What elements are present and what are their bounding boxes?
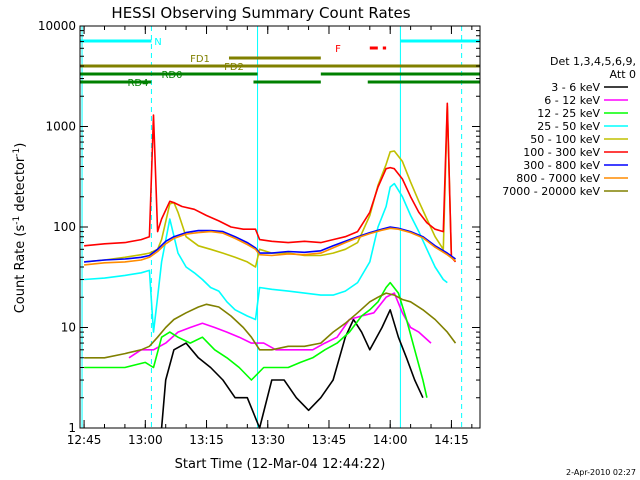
series-line-2 xyxy=(84,281,428,398)
legend-title-line-2: Att 0 xyxy=(610,68,636,81)
plot-area: N F FD1 FD2 RD0 RD4 12:45 13:00 13:15 13:30 13:45 1… xyxy=(38,19,481,447)
y-tick-label-3: 1000 xyxy=(45,120,76,134)
y-axis-label: Count Rate (s-1 detector-1) xyxy=(12,143,28,314)
chart-title: HESSI Observing Summary Count Rates xyxy=(111,4,410,22)
y-axis-label-mid: detector xyxy=(13,156,28,216)
x-tick-label-5: 14:00 xyxy=(373,433,408,447)
y-tick-label-0: 1 xyxy=(68,421,76,435)
x-tick-label-6: 14:15 xyxy=(434,433,469,447)
series-line-5 xyxy=(84,102,457,263)
legend-label-4: 50 - 100 keV xyxy=(530,133,600,146)
flag-label-fd2: FD2 xyxy=(224,62,244,73)
x-tick-label-0: 12:45 xyxy=(67,433,102,447)
legend-label-6: 300 - 800 keV xyxy=(523,159,600,172)
x-tick-label-1: 13:00 xyxy=(128,433,163,447)
flag-label-rd0: RD0 xyxy=(161,70,182,81)
legend-label-2: 12 - 25 keV xyxy=(537,107,600,120)
y-axis-label-end: ) xyxy=(13,143,28,148)
footer-timestamp: 2-Apr-2010 02:27 xyxy=(566,468,636,477)
legend-label-8: 7000 - 20000 keV xyxy=(502,185,600,198)
flag-label-f: F xyxy=(335,44,341,55)
series-line-7 xyxy=(84,227,456,266)
y-tick-label-2: 100 xyxy=(53,220,76,234)
y-axis-label-sup: -1 xyxy=(12,216,22,225)
y-tick-label-1: 10 xyxy=(61,321,76,335)
svg-text:Count Rate (s-1 detector-1): Count Rate (s-1 detector-1) xyxy=(12,143,28,314)
x-tick-label-2: 13:15 xyxy=(189,433,224,447)
flag-label-rd4: RD4 xyxy=(127,78,148,89)
legend-label-3: 25 - 50 keV xyxy=(537,120,600,133)
legend-label-5: 100 - 300 keV xyxy=(523,146,600,159)
series-line-8 xyxy=(84,292,457,359)
series-line-0 xyxy=(160,308,424,429)
legend-label-7: 800 - 7000 keV xyxy=(516,172,600,185)
flag-label-fd1: FD1 xyxy=(190,54,210,65)
x-axis-label: Start Time (12-Mar-04 12:44:22) xyxy=(175,457,386,472)
legend-title-line-1: Det 1,3,4,5,6,9, xyxy=(550,55,636,68)
y-axis-label-main: Count Rate (s xyxy=(13,225,28,314)
series-line-6 xyxy=(84,226,456,263)
x-tick-label-4: 13:45 xyxy=(312,433,347,447)
series-line-4 xyxy=(84,105,456,268)
flag-label-n: N xyxy=(154,37,161,48)
y-axis-label-sup2: -1 xyxy=(12,148,22,157)
y-tick-label-4: 10000 xyxy=(38,19,76,33)
legend-label-1: 6 - 12 keV xyxy=(544,94,600,107)
series-line-3 xyxy=(84,182,448,333)
x-tick-label-3: 13:30 xyxy=(250,433,285,447)
legend-label-0: 3 - 6 keV xyxy=(551,81,600,94)
